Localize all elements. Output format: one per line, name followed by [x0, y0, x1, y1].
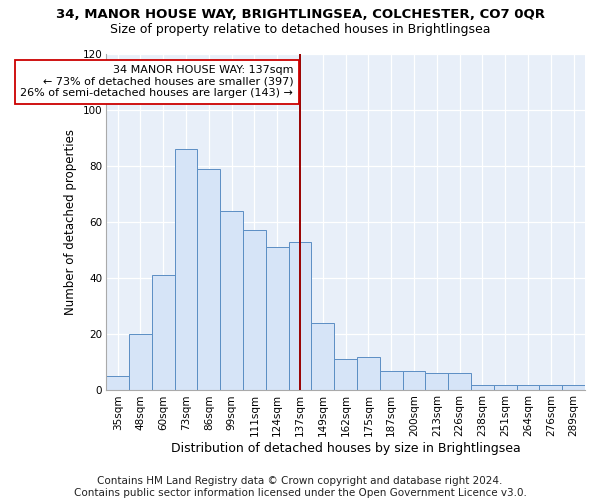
- Bar: [380, 370, 403, 390]
- Bar: [539, 384, 562, 390]
- Bar: [106, 376, 129, 390]
- Text: 34, MANOR HOUSE WAY, BRIGHTLINGSEA, COLCHESTER, CO7 0QR: 34, MANOR HOUSE WAY, BRIGHTLINGSEA, COLC…: [56, 8, 545, 20]
- Bar: [152, 276, 175, 390]
- Bar: [562, 384, 585, 390]
- Bar: [129, 334, 152, 390]
- Bar: [289, 242, 311, 390]
- Bar: [243, 230, 266, 390]
- Bar: [357, 356, 380, 390]
- Bar: [311, 323, 334, 390]
- Bar: [334, 360, 357, 390]
- Bar: [403, 370, 425, 390]
- Text: 34 MANOR HOUSE WAY: 137sqm
← 73% of detached houses are smaller (397)
26% of sem: 34 MANOR HOUSE WAY: 137sqm ← 73% of deta…: [20, 65, 293, 98]
- Bar: [494, 384, 517, 390]
- Y-axis label: Number of detached properties: Number of detached properties: [64, 129, 77, 315]
- Bar: [197, 169, 220, 390]
- Bar: [471, 384, 494, 390]
- Bar: [266, 248, 289, 390]
- Bar: [220, 211, 243, 390]
- X-axis label: Distribution of detached houses by size in Brightlingsea: Distribution of detached houses by size …: [171, 442, 521, 455]
- Bar: [517, 384, 539, 390]
- Text: Contains HM Land Registry data © Crown copyright and database right 2024.
Contai: Contains HM Land Registry data © Crown c…: [74, 476, 526, 498]
- Bar: [448, 374, 471, 390]
- Text: Size of property relative to detached houses in Brightlingsea: Size of property relative to detached ho…: [110, 22, 490, 36]
- Bar: [425, 374, 448, 390]
- Bar: [175, 149, 197, 390]
